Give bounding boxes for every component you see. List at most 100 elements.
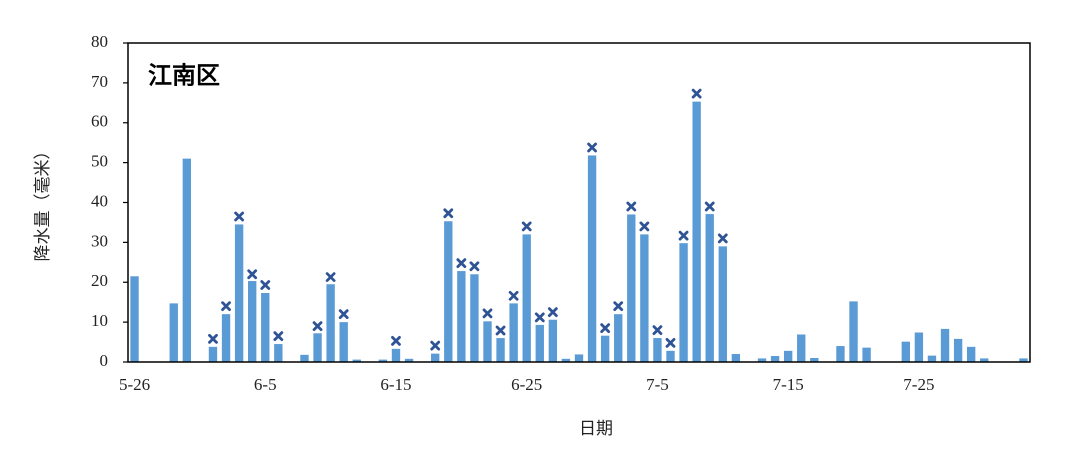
bar [940,328,950,362]
bar [169,303,178,362]
bar [770,356,780,362]
marker [260,280,271,290]
marker [639,221,650,232]
x-tick-label: 6-15 [380,375,411,394]
bar [692,101,701,363]
bar [966,346,976,362]
marker [273,331,284,341]
bar [509,303,518,362]
bar [810,358,819,362]
marker [456,258,467,269]
marker [221,301,231,312]
bar [640,234,649,362]
bar [797,334,806,362]
y-tick-label: 30 [91,231,108,250]
bar [234,224,244,362]
marker [325,272,336,282]
plot-frame [127,42,1031,363]
y-tick-label: 40 [91,191,108,210]
bar [274,344,283,362]
bar [261,293,270,362]
bar [679,243,688,362]
bar [496,338,505,362]
marker [430,340,441,351]
bar [705,214,714,362]
marker [469,261,480,272]
bar [849,301,858,362]
marker [234,211,245,222]
marker [652,325,663,335]
bar [731,354,741,362]
y-tick-label: 60 [91,112,108,131]
bar [666,350,675,362]
bar [391,348,401,362]
marker [547,307,558,318]
x-tick-label: 6-5 [254,375,277,394]
chart-title: 江南区 [148,62,220,89]
bar [901,341,910,362]
bar [313,333,322,362]
bar [444,221,453,362]
marker [691,88,702,99]
bar [757,358,767,362]
bar [483,321,492,362]
marker [312,321,323,332]
marker [338,309,349,320]
marker [678,230,689,241]
marker [495,325,506,336]
marker [247,269,258,280]
marker [508,290,519,301]
marker [208,333,218,344]
bar [718,246,727,362]
bar [182,158,192,362]
marker [521,221,532,232]
y-tick-label: 10 [91,311,108,330]
bar [404,358,414,362]
bar [927,355,937,362]
marker [626,201,637,212]
y-tick-label: 20 [91,271,108,290]
bar [208,346,218,362]
y-tick-label: 50 [91,152,108,171]
bar [339,322,348,362]
bar [352,359,361,362]
y-tick-label: 80 [91,32,108,51]
marker [613,301,624,312]
x-tick-label: 6-25 [511,375,542,394]
bar [953,338,963,362]
marker [704,201,715,212]
marker [534,312,545,323]
bar [470,274,479,362]
bar [548,319,558,362]
bar [587,155,597,362]
marker [587,142,597,153]
bar [248,281,257,362]
x-tick-label: 7-5 [646,375,669,394]
x-axis-label: 日期 [579,419,613,438]
bar [457,271,466,362]
marker [391,335,401,346]
bar [522,234,531,362]
y-tick-label: 0 [100,351,109,370]
marker [443,208,454,219]
bar [130,276,139,362]
bar [980,358,989,362]
bar [300,354,309,362]
marker [600,323,611,334]
y-axis-label: 降水量（毫米） [33,143,52,262]
bar [221,314,231,362]
marker [665,337,676,348]
y-tick-label: 70 [91,72,108,91]
bar [653,338,662,362]
x-tick-label: 5-26 [119,375,150,394]
x-tick-label: 7-25 [903,375,934,394]
bar [574,354,584,362]
bar [627,214,636,362]
bar [561,358,571,362]
bar [600,335,610,362]
bar [1019,358,1028,362]
bar [836,346,845,362]
x-tick-label: 7-15 [773,375,804,394]
marker [482,308,493,319]
